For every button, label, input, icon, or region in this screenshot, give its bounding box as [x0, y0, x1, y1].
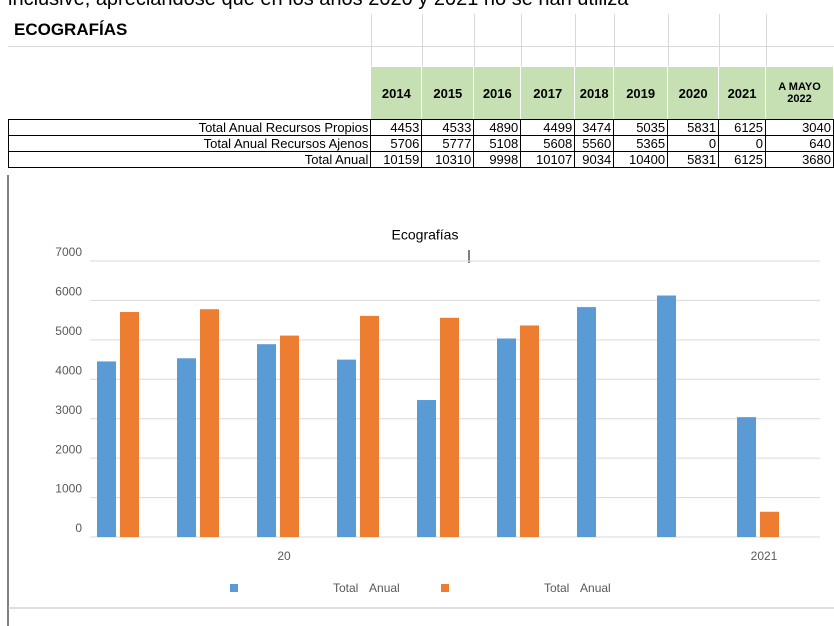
cell: 5831	[667, 151, 720, 168]
table-title: ECOGRAFÍAS	[14, 20, 128, 39]
cell: 9998	[473, 151, 522, 168]
cell: 9034	[574, 151, 615, 168]
row-label: Total Anual	[7, 151, 372, 168]
legend-swatch	[230, 584, 238, 592]
chart: Ecografías 0 1000 2000 3000 4000 5000 6000 7000…	[7, 175, 834, 626]
cell: 10159	[370, 151, 423, 168]
bar	[280, 335, 299, 537]
y-tick-label: 0	[75, 521, 82, 535]
sheet-grid	[668, 14, 669, 66]
cell: 3040	[765, 119, 834, 136]
bar	[337, 359, 356, 537]
row-label: Total Anual Recursos Ajenos	[7, 135, 372, 152]
cell: 0	[667, 135, 720, 152]
cell: 6125	[718, 151, 767, 168]
x-tick-label: 2021	[751, 549, 778, 563]
bar	[417, 400, 436, 537]
column-header: 2021	[718, 66, 767, 120]
column-header: 2014	[370, 66, 423, 120]
sheet-grid	[521, 14, 522, 66]
bar	[177, 358, 196, 537]
sheet-grid	[719, 14, 720, 66]
cell: 5560	[574, 135, 615, 152]
cell: 5706	[370, 135, 423, 152]
cell: 4453	[370, 119, 423, 136]
bar	[120, 312, 139, 537]
bar	[360, 315, 379, 537]
cell: 10400	[613, 151, 669, 168]
cell: 5831	[667, 119, 720, 136]
cell: 4533	[421, 119, 475, 136]
cell: 0	[718, 135, 767, 152]
cell: 5108	[473, 135, 522, 152]
legend-label: Total Anual	[333, 581, 400, 595]
cell: 3680	[765, 151, 834, 168]
column-header: 2017	[520, 66, 576, 120]
title-row: ECOGRAFÍAS	[8, 14, 834, 47]
bar	[257, 344, 276, 537]
data-table: 2014 2015 2016 2017 2018 2019 2020 2021 A MAYO 2…	[7, 66, 834, 168]
column-header: 2015	[421, 66, 475, 120]
column-header: A MAYO 2022	[765, 66, 834, 120]
cell: 3474	[574, 119, 615, 136]
y-tick-label: 4000	[55, 363, 82, 377]
data-row: Total Anual Recursos Propios 4453 4533 4890…	[7, 119, 834, 136]
x-tick-label: 20	[277, 549, 291, 563]
bar	[97, 361, 116, 537]
sheet-grid	[766, 14, 767, 66]
bar	[497, 338, 516, 537]
legend-label: Total Anual	[544, 581, 611, 595]
bar	[520, 325, 539, 537]
cell: 5035	[613, 119, 669, 136]
column-header: 2020	[667, 66, 720, 120]
sheet-grid	[614, 14, 615, 66]
chart-title: Ecografías	[392, 227, 459, 243]
cell: 10107	[520, 151, 576, 168]
cell: 5608	[520, 135, 576, 152]
header-row: 2014 2015 2016 2017 2018 2019 2020 2021 A MAYO 2…	[8, 66, 834, 120]
sheet-grid	[371, 14, 372, 66]
y-tick-label: 3000	[55, 403, 82, 417]
cell: 640	[765, 135, 834, 152]
sheet-grid	[474, 14, 475, 66]
bar	[200, 309, 219, 537]
sheet-grid	[422, 14, 423, 66]
bar	[577, 307, 596, 537]
cell: 5365	[613, 135, 669, 152]
bar	[737, 417, 756, 537]
intro-text: inclusive, apreciándose que en los años …	[8, 0, 628, 11]
sheet-grid	[575, 14, 576, 66]
bar	[440, 317, 459, 537]
header-blank	[8, 66, 371, 120]
data-row: Total Anual Recursos Ajenos 5706 5777 5108 5…	[7, 135, 834, 152]
column-header: 2016	[473, 66, 522, 120]
data-row: Total Anual 10159 10310 9998 10107 9034 10400 5…	[7, 151, 834, 168]
y-tick-label: 7000	[55, 245, 82, 259]
y-tick-label: 5000	[55, 324, 82, 338]
row-label: Total Anual Recursos Propios	[7, 119, 372, 136]
y-tick-label: 2000	[55, 442, 82, 456]
bar	[760, 511, 779, 537]
cell: 5777	[421, 135, 475, 152]
bar	[657, 295, 676, 537]
y-tick-label: 1000	[55, 482, 82, 496]
cell: 4890	[473, 119, 522, 136]
legend-swatch	[441, 584, 449, 592]
column-header: 2018	[574, 66, 615, 120]
y-tick-label: 6000	[55, 285, 82, 299]
cell: 10310	[421, 151, 475, 168]
cell: 4499	[520, 119, 576, 136]
cell: 6125	[718, 119, 767, 136]
column-header: 2019	[613, 66, 669, 120]
